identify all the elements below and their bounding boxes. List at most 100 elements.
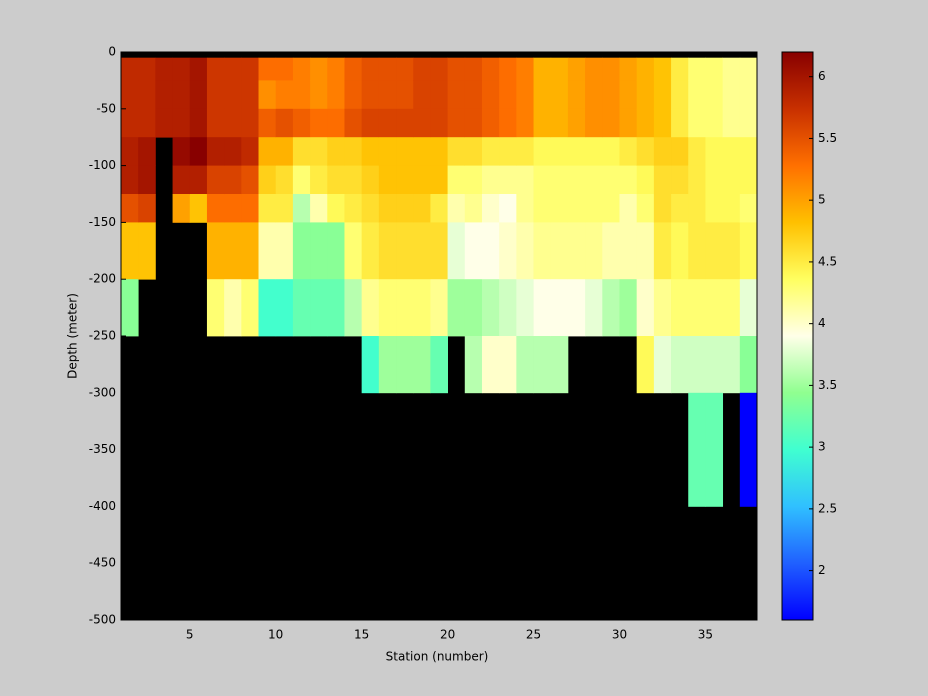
cell [636, 222, 655, 280]
cell [533, 137, 552, 166]
cell [722, 137, 741, 166]
cell [155, 108, 173, 138]
cell [705, 194, 724, 223]
cell [189, 57, 208, 81]
cell [602, 279, 620, 337]
cell [516, 137, 534, 166]
cell [636, 137, 655, 166]
cell [430, 57, 448, 81]
cell [585, 108, 603, 138]
cell [292, 222, 311, 280]
colorbar-tick-label: 5.5 [818, 131, 837, 145]
cell [636, 108, 655, 138]
cell [206, 137, 225, 166]
cell [671, 137, 689, 166]
cell [464, 80, 483, 110]
cell [636, 57, 655, 81]
cell [241, 194, 259, 223]
cell [516, 194, 534, 223]
cell [121, 137, 139, 166]
y-tick-label: -500 [89, 613, 116, 627]
y-tick-label: -100 [89, 158, 116, 172]
cell [378, 137, 397, 166]
cell [619, 279, 638, 337]
cell [688, 194, 706, 223]
cell [705, 222, 724, 280]
cell [447, 80, 466, 110]
cell [619, 165, 638, 195]
cell [705, 80, 724, 110]
cell [671, 108, 689, 138]
cell [585, 222, 603, 280]
cell [567, 137, 586, 166]
cell [481, 80, 500, 110]
cell [550, 194, 569, 223]
cell [636, 194, 655, 223]
cell [722, 108, 741, 138]
cell [292, 108, 311, 138]
cell [447, 137, 466, 166]
cell [464, 336, 483, 394]
cell [705, 392, 724, 507]
cell [344, 222, 363, 280]
cell [602, 222, 620, 280]
cell [172, 194, 191, 223]
cell [464, 222, 483, 280]
cell [619, 137, 638, 166]
cell [602, 194, 620, 223]
cell [206, 222, 225, 280]
cell [550, 80, 569, 110]
cell [327, 57, 345, 81]
cell [327, 222, 345, 280]
cell [172, 57, 191, 81]
colorbar-tick-label: 4.5 [818, 254, 837, 268]
cell [361, 57, 380, 81]
cell [722, 222, 741, 280]
cell [121, 194, 139, 223]
cell [619, 80, 638, 110]
cell [292, 80, 311, 110]
cell [722, 279, 741, 337]
cell [550, 57, 569, 81]
cell [241, 57, 259, 81]
cell [241, 279, 259, 337]
cell [739, 165, 758, 195]
cell [378, 194, 397, 223]
cell [516, 80, 534, 110]
cell [121, 108, 139, 138]
y-tick-label: -300 [89, 385, 116, 399]
cell [619, 222, 638, 280]
cell [722, 165, 741, 195]
cell [396, 165, 414, 195]
cell [292, 279, 311, 337]
cell [619, 57, 638, 81]
cell [413, 80, 431, 110]
cell [739, 336, 758, 394]
cell [413, 194, 431, 223]
cell [739, 194, 758, 223]
cell [396, 80, 414, 110]
cell [189, 194, 208, 223]
cell [258, 194, 277, 223]
cell [653, 137, 672, 166]
colorbar-tick-label: 3 [818, 440, 826, 454]
cell [138, 108, 156, 138]
cell [602, 80, 620, 110]
cell [292, 57, 311, 81]
colorbar-tick-label: 3.5 [818, 378, 837, 392]
cell [378, 108, 397, 138]
cell [533, 336, 552, 394]
cell [705, 165, 724, 195]
cell [722, 57, 741, 81]
cell [121, 165, 139, 195]
cell [378, 57, 397, 81]
cell [671, 165, 689, 195]
cell [224, 279, 242, 337]
cell [653, 194, 672, 223]
cell [739, 137, 758, 166]
cell [705, 336, 724, 394]
cell [722, 194, 741, 223]
cell [602, 108, 620, 138]
cell [739, 57, 758, 81]
cell [688, 222, 706, 280]
